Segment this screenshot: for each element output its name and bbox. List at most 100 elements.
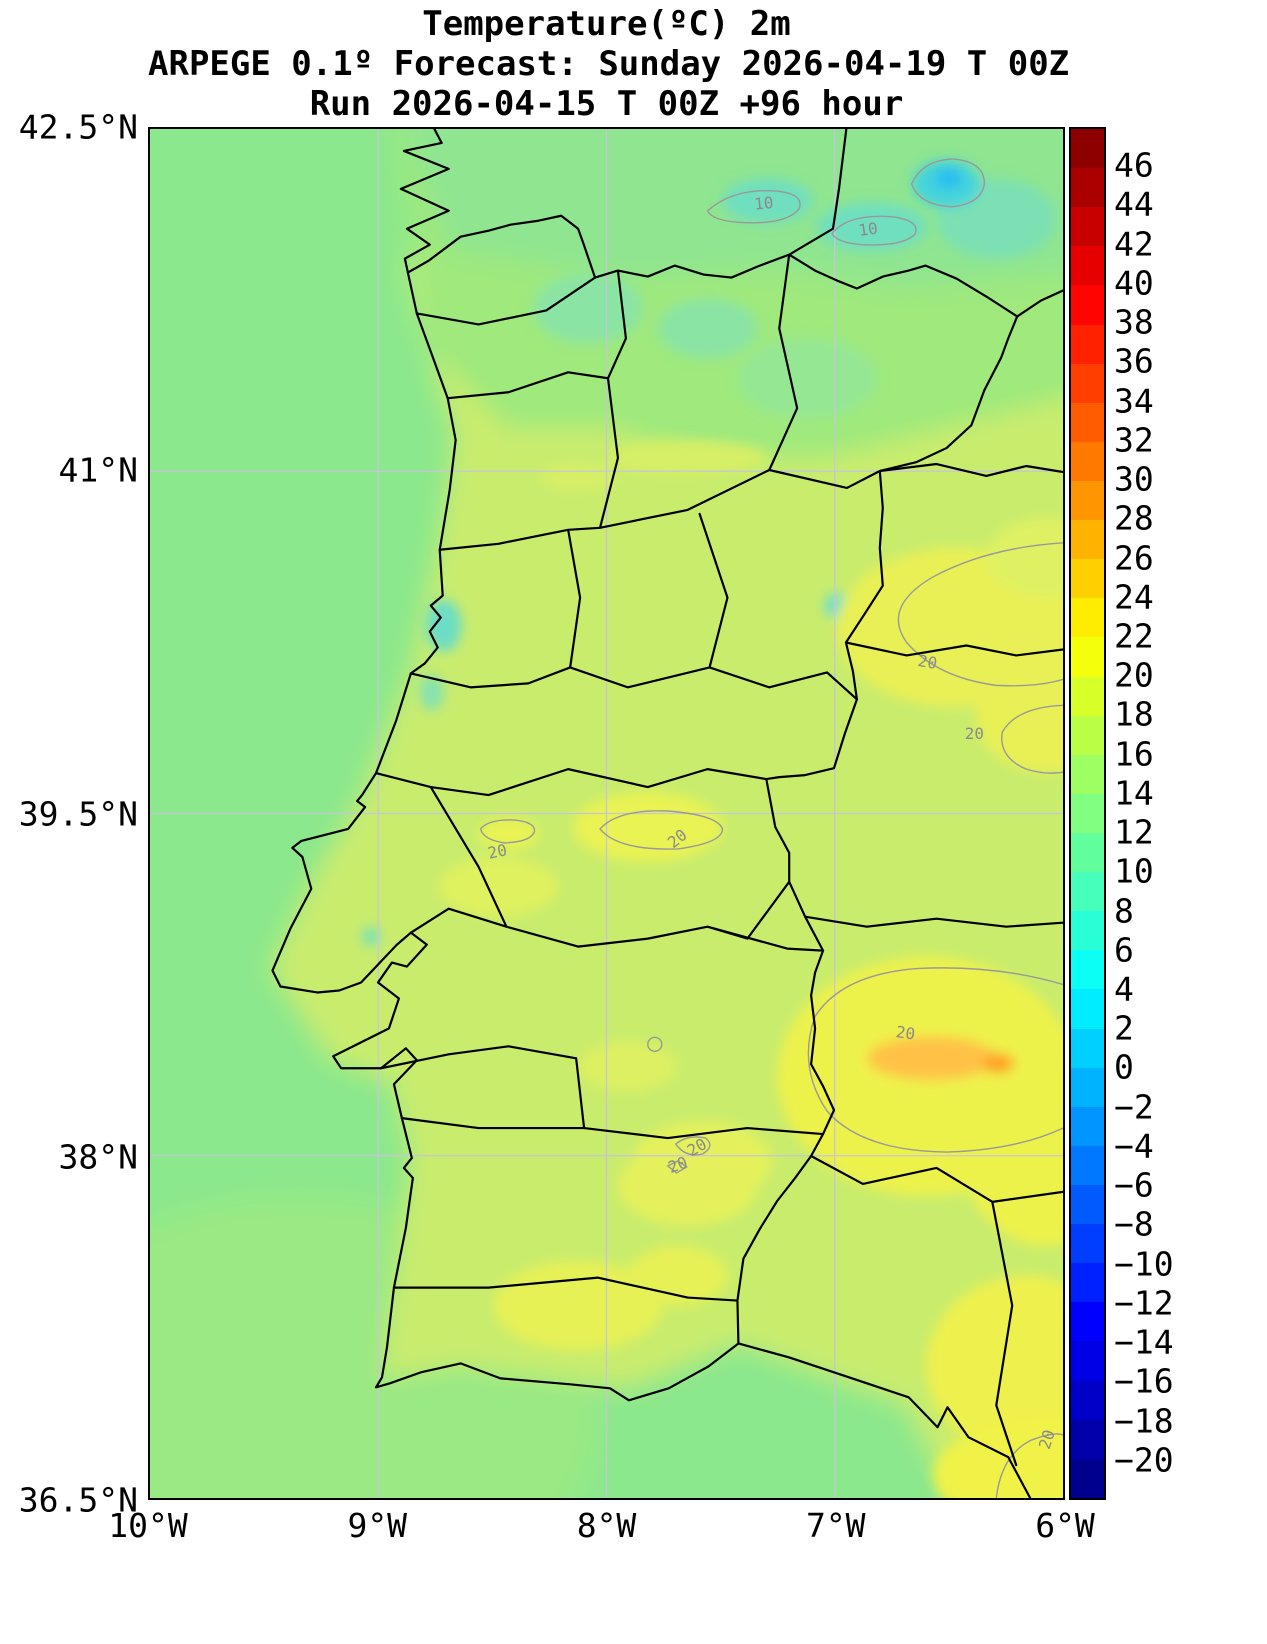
contour-value-label: 10	[857, 218, 879, 240]
colorbar-cell	[1071, 402, 1104, 442]
colorbar-tick-label: −20	[1114, 1440, 1174, 1480]
contour-value-label: 10	[753, 193, 774, 214]
x-tick-label: 9°W	[347, 1506, 408, 1545]
portugal-district-boundaries	[374, 253, 881, 1302]
colorbar-tick-label: 34	[1114, 381, 1154, 421]
colorbar-cell	[1071, 754, 1104, 794]
y-tick-label: 36.5°N	[18, 1480, 138, 1520]
title-line-1: Temperature(ºC) 2m	[422, 4, 791, 44]
colorbar-cell	[1071, 1341, 1104, 1381]
colorbar-cell	[1071, 480, 1104, 521]
colorbar-tick-label: 40	[1114, 263, 1154, 303]
spain-internal-boundaries	[788, 129, 1063, 1467]
colorbar-cell	[1071, 441, 1104, 481]
colorbar-cell	[1071, 1458, 1104, 1498]
colorbar-cell	[1071, 246, 1104, 286]
colorbar-tick-label: 44	[1114, 185, 1154, 225]
title-line-2: ARPEGE 0.1º Forecast: Sunday 2026-04-19 …	[148, 44, 1070, 84]
figure-title: Temperature(ºC) 2m ARPEGE 0.1º Forecast:…	[148, 4, 1070, 124]
colorbar-tick-label: 28	[1114, 499, 1154, 539]
colorbar-tick-label: −2	[1114, 1087, 1154, 1127]
map-plot-area: 10 10 20 20 20 20 20 20 20 20	[148, 127, 1065, 1500]
contour-value-label: 20	[965, 724, 984, 743]
title-line-3: Run 2026-04-15 T 00Z +96 hour	[309, 84, 904, 124]
colorbar-cell	[1071, 168, 1104, 208]
colorbar-tick-label: −6	[1114, 1165, 1154, 1205]
colorbar-tick-label: 20	[1114, 655, 1154, 695]
colorbar-cell	[1071, 285, 1104, 325]
colorbar-cell	[1071, 676, 1104, 716]
colorbar-tick-label: 30	[1114, 459, 1154, 499]
colorbar-tick-label: 26	[1114, 538, 1154, 578]
colorbar-cell	[1071, 598, 1104, 638]
colorbar-tick-label: −12	[1114, 1283, 1174, 1323]
colorbar-cell	[1071, 1184, 1104, 1225]
contour-value-label: 20	[486, 840, 509, 863]
colorbar-tick-label: 42	[1114, 224, 1154, 264]
colorbar-cell	[1071, 1106, 1104, 1146]
coastline	[271, 129, 1032, 1498]
colorbar-cell	[1071, 832, 1104, 873]
colorbar-cell	[1071, 559, 1104, 599]
colorbar-tick-label: −14	[1114, 1322, 1174, 1362]
contour-value-label: 20	[916, 651, 938, 673]
x-tick-label: 8°W	[576, 1506, 637, 1545]
colorbar-cell	[1071, 637, 1104, 677]
colorbar-cell	[1071, 1067, 1104, 1107]
colorbar-cell	[1071, 872, 1104, 912]
colorbar-tick-label: 22	[1114, 616, 1154, 656]
colorbar-cell	[1071, 363, 1104, 403]
colorbar-cell	[1071, 950, 1104, 990]
colorbar-tick-label: 32	[1114, 420, 1154, 460]
x-tick-label: 7°W	[805, 1506, 866, 1545]
colorbar-cell	[1071, 520, 1104, 560]
colorbar-cell	[1071, 207, 1104, 247]
colorbar-tick-label: −10	[1114, 1244, 1174, 1284]
colorbar-cell	[1071, 1419, 1104, 1459]
colorbar-tick-label: 2	[1114, 1008, 1134, 1048]
colorbar-tick-label: 18	[1114, 695, 1154, 735]
y-tick-label: 41°N	[58, 450, 138, 490]
colorbar-tick-label: −4	[1114, 1126, 1154, 1166]
x-tick-label: 10°W	[108, 1506, 188, 1545]
colorbar-tick-label: −8	[1114, 1205, 1154, 1245]
y-tick-label: 42.5°N	[18, 107, 138, 147]
colorbar-tick-label: 0	[1114, 1048, 1134, 1088]
colorbar-cell	[1071, 1028, 1104, 1068]
colorbar-tick-label: 46	[1114, 145, 1154, 185]
x-tick-label: 6°W	[1035, 1506, 1095, 1545]
colorbar-tick-label: 16	[1114, 734, 1154, 774]
colorbar-tick-label: −18	[1114, 1401, 1174, 1441]
contour-value-label: 20	[895, 1022, 917, 1044]
colorbar-tick-label: 36	[1114, 342, 1154, 382]
colorbar-cell	[1071, 715, 1104, 755]
grid-lines	[150, 129, 1063, 1498]
contour-value-label: 20	[1035, 1427, 1059, 1451]
colorbar-cell	[1071, 129, 1104, 169]
colorbar-tick-label: 14	[1114, 773, 1154, 813]
colorbar-tick-label: 8	[1114, 891, 1134, 931]
colorbar-cell	[1071, 1224, 1104, 1264]
colorbar-tick-label: −16	[1114, 1362, 1174, 1402]
admin-boundaries	[271, 129, 1063, 1498]
colorbar-cell	[1071, 1263, 1104, 1303]
colorbar-tick-label: 4	[1114, 969, 1134, 1009]
y-tick-label: 39.5°N	[18, 794, 138, 833]
portugal-spain-border	[406, 214, 1019, 1345]
colorbar-tick-label: 10	[1114, 852, 1154, 892]
colorbar	[1069, 127, 1106, 1500]
colorbar-cell	[1071, 1145, 1104, 1185]
y-tick-label: 38°N	[58, 1137, 138, 1177]
colorbar-cell	[1071, 911, 1104, 951]
colorbar-tick-label: 24	[1114, 577, 1154, 617]
colorbar-cell	[1071, 1380, 1104, 1420]
colorbar-cells	[1071, 129, 1104, 1498]
colorbar-tick-label: 38	[1114, 302, 1154, 342]
colorbar-tick-label: 6	[1114, 930, 1134, 970]
colorbar-cell	[1071, 989, 1104, 1029]
colorbar-cell	[1071, 324, 1104, 364]
colorbar-tick-label: 12	[1114, 812, 1154, 852]
